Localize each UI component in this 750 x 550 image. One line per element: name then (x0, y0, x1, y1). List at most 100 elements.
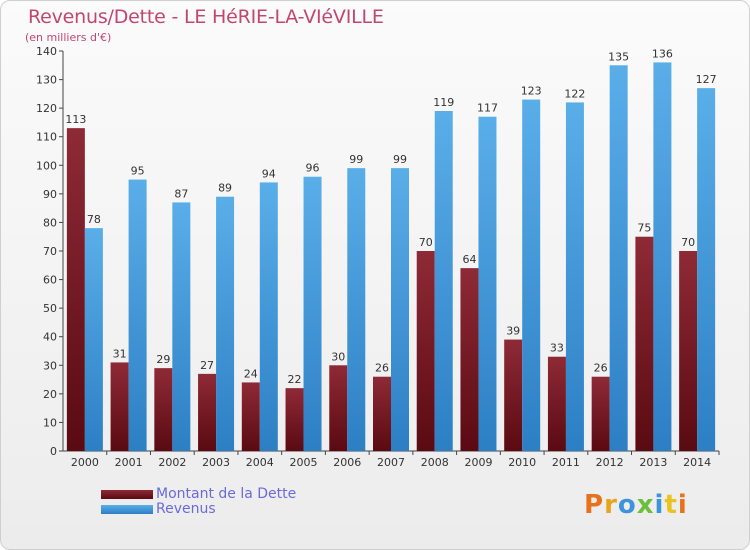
y-tick-label: 0 (50, 445, 57, 458)
logo-letter: t (664, 490, 678, 520)
logo-letter: r (604, 490, 618, 520)
bar-debt (504, 339, 523, 451)
bar-revenus (84, 228, 103, 451)
value-label-debt: 26 (375, 362, 389, 375)
value-label-revenus: 123 (521, 85, 542, 98)
bar-revenus (697, 88, 716, 452)
bar-debt (373, 376, 391, 451)
bar-debt (635, 236, 654, 451)
y-tick-label: 90 (43, 188, 57, 201)
x-tick-label: 2000 (71, 456, 99, 469)
legend-swatch-debt (101, 490, 153, 499)
bar-debt (110, 362, 129, 451)
bar-revenus (128, 179, 147, 452)
x-tick-label: 2003 (202, 456, 230, 469)
bar-revenus (478, 116, 497, 451)
bar-revenus (391, 168, 409, 451)
value-label-debt: 26 (594, 362, 608, 375)
bar-debt (198, 373, 217, 451)
bar-debt (285, 388, 304, 451)
value-label-revenus: 87 (174, 187, 188, 200)
value-label-revenus: 136 (652, 47, 673, 60)
y-tick-label: 70 (43, 245, 57, 258)
bar-debt (66, 128, 85, 451)
value-label-debt: 75 (637, 222, 651, 235)
y-tick-label: 120 (36, 102, 57, 115)
y-tick-label: 50 (43, 302, 57, 315)
logo-letter: i (677, 490, 688, 520)
logo-letter: i (654, 490, 665, 520)
x-tick-label: 2007 (377, 456, 405, 469)
logo-letter: o (617, 490, 637, 520)
bar-debt (679, 251, 698, 451)
value-label-revenus: 122 (564, 87, 585, 100)
logo-letter: x (636, 490, 655, 520)
value-label-debt: 30 (331, 350, 345, 363)
x-tick-label: 2002 (158, 456, 186, 469)
bar-debt (154, 368, 173, 451)
bar-revenus (303, 176, 322, 451)
value-label-revenus: 119 (433, 96, 454, 109)
value-label-revenus: 127 (696, 73, 717, 86)
y-tick-label: 80 (43, 216, 57, 229)
x-tick-label: 2005 (290, 456, 318, 469)
value-label-debt: 27 (200, 359, 214, 372)
x-tick-label: 2010 (508, 456, 536, 469)
bar-debt (416, 251, 435, 451)
bar-debt (329, 365, 348, 451)
value-label-debt: 31 (113, 347, 127, 360)
value-label-debt: 64 (462, 253, 476, 266)
legend-label-revenus: Revenus (156, 501, 216, 517)
bar-debt (591, 376, 610, 451)
value-label-debt: 70 (681, 236, 695, 249)
y-tick-label: 130 (36, 74, 57, 87)
value-label-revenus: 99 (393, 153, 407, 166)
x-tick-label: 2012 (596, 456, 624, 469)
x-tick-label: 2011 (552, 456, 580, 469)
legend-swatch-revenus (101, 505, 153, 514)
x-tick-label: 2008 (421, 456, 449, 469)
bar-revenus (172, 202, 191, 451)
bar-revenus (609, 65, 628, 452)
value-label-debt: 29 (156, 353, 170, 366)
y-tick-label: 20 (43, 388, 57, 401)
bar-debt (547, 356, 566, 451)
value-label-revenus: 95 (131, 165, 145, 178)
data-labels: 113 78 31 95 29 87 27 89 24 94 22 96 30 99 26 99 70 119 64… (65, 47, 716, 386)
bar-revenus (347, 168, 366, 451)
y-tick-label: 40 (43, 331, 57, 344)
x-tick-label: 2009 (464, 456, 492, 469)
y-tick-label: 30 (43, 359, 57, 372)
value-label-revenus: 89 (218, 182, 232, 195)
y-tick-label: 100 (36, 159, 57, 172)
value-label-debt: 70 (419, 236, 433, 249)
y-tick-label: 60 (43, 274, 57, 287)
value-label-revenus: 135 (608, 50, 629, 63)
value-label-debt: 113 (65, 113, 86, 126)
bar-revenus (434, 111, 453, 451)
bar-debt (241, 382, 260, 451)
value-label-debt: 39 (506, 325, 520, 338)
value-label-revenus: 96 (306, 162, 320, 175)
chart-subtitle: (en milliers d'€) (25, 31, 112, 44)
value-label-revenus: 117 (477, 102, 498, 115)
y-tick-label: 140 (36, 45, 57, 58)
bar-debt (460, 268, 479, 451)
value-label-revenus: 78 (87, 213, 101, 226)
x-tick-label: 2006 (333, 456, 361, 469)
x-tick-label: 2001 (115, 456, 143, 469)
bar-revenus (565, 102, 584, 451)
x-tick-label: 2014 (683, 456, 711, 469)
bar-revenus (259, 182, 278, 451)
bars (66, 62, 716, 452)
x-tick-label: 2013 (639, 456, 667, 469)
value-label-debt: 33 (550, 342, 564, 355)
y-tick-label: 110 (36, 131, 57, 144)
y-tick-label: 10 (43, 416, 57, 429)
bar-revenus (653, 62, 672, 452)
value-label-revenus: 99 (349, 153, 363, 166)
value-label-revenus: 94 (262, 167, 276, 180)
proxiti-logo: Proxiti (584, 490, 688, 520)
